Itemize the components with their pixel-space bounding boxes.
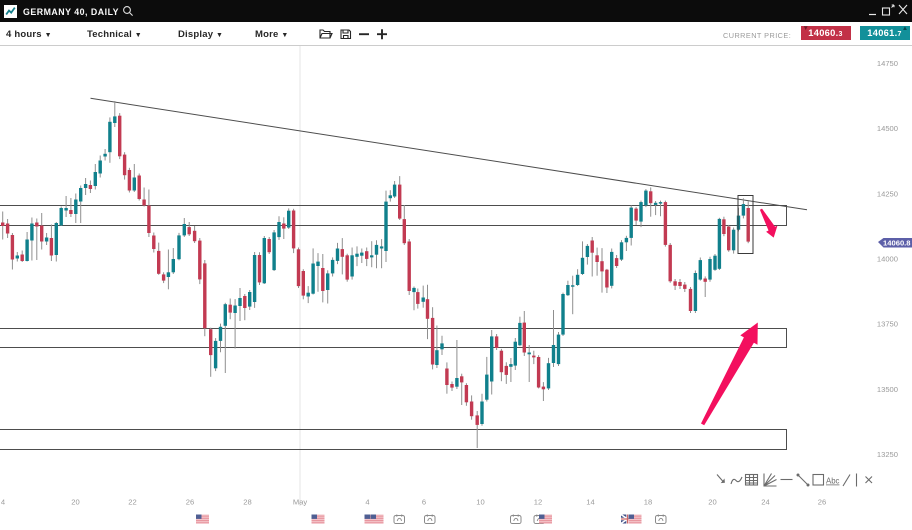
svg-text:10: 10 [476,498,484,507]
svg-text:24: 24 [761,498,769,507]
svg-text:May: May [293,498,308,507]
svg-text:14060.8: 14060.8 [883,238,910,247]
svg-text:13750: 13750 [877,320,898,329]
svg-text:14000: 14000 [877,255,898,264]
svg-text:13500: 13500 [877,385,898,394]
svg-text:4: 4 [1,498,5,507]
svg-text:14500: 14500 [877,124,898,133]
svg-text:12: 12 [534,498,542,507]
svg-text:Abc: Abc [826,477,840,486]
svg-text:14250: 14250 [877,189,898,198]
svg-text:6: 6 [422,498,426,507]
svg-text:14750: 14750 [877,59,898,68]
svg-text:13250: 13250 [877,450,898,459]
svg-text:20: 20 [71,498,79,507]
svg-text:4: 4 [365,498,369,507]
svg-text:22: 22 [128,498,136,507]
svg-text:26: 26 [818,498,826,507]
svg-text:26: 26 [186,498,194,507]
svg-text:28: 28 [243,498,251,507]
svg-text:20: 20 [708,498,716,507]
svg-text:14: 14 [586,498,594,507]
svg-text:18: 18 [644,498,652,507]
